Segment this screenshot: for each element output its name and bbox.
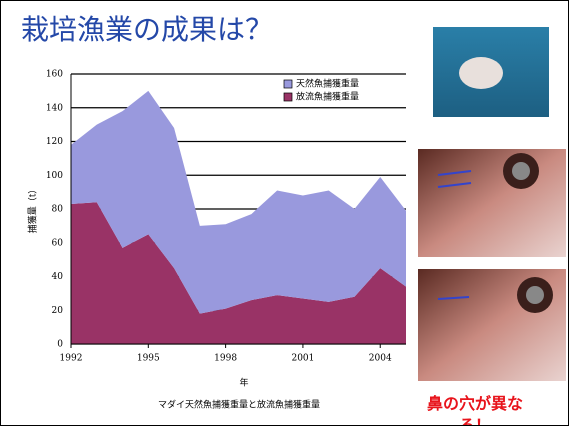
y-tick-label: 80	[52, 205, 64, 215]
arrow	[437, 170, 472, 188]
y-tick-label: 120	[46, 137, 63, 147]
legend-label: 放流魚捕獲重量	[296, 91, 359, 103]
y-tick-label: 60	[52, 238, 64, 248]
y-tick-label: 160	[46, 70, 63, 80]
area	[71, 90, 406, 314]
x-axis-label: 年	[239, 377, 248, 389]
y-tick-label: 40	[52, 272, 64, 282]
legend-swatch	[283, 79, 293, 89]
y-tick-label: 0	[57, 340, 63, 350]
fish-pupil	[526, 286, 544, 304]
x-tick-label: 1995	[137, 354, 160, 364]
slide-title: 栽培漁業の成果は？	[21, 13, 273, 46]
legend-swatch	[283, 92, 293, 102]
x-tick-label: 1998	[214, 354, 237, 364]
y-tick-label: 20	[52, 306, 64, 316]
arrow	[437, 296, 470, 300]
x-tick-label: 2004	[369, 354, 392, 364]
y-tick-label: 140	[46, 103, 63, 113]
x-tick-label: 1992	[60, 354, 83, 364]
photo-fish-head-1	[418, 149, 566, 257]
fish-pupil	[512, 162, 530, 180]
area	[71, 202, 406, 344]
y-tick-label: 100	[46, 171, 63, 181]
photo-hand	[459, 57, 503, 89]
legend-label: 天然魚捕獲重量	[296, 78, 359, 90]
caption: マダイ天然魚捕獲重量と放流魚捕獲重量	[158, 399, 320, 411]
x-tick-label: 2001	[291, 354, 314, 364]
photo-note: 鼻の穴が異なる！	[426, 394, 523, 426]
y-axis-label: 捕獲量（t）	[27, 185, 39, 234]
